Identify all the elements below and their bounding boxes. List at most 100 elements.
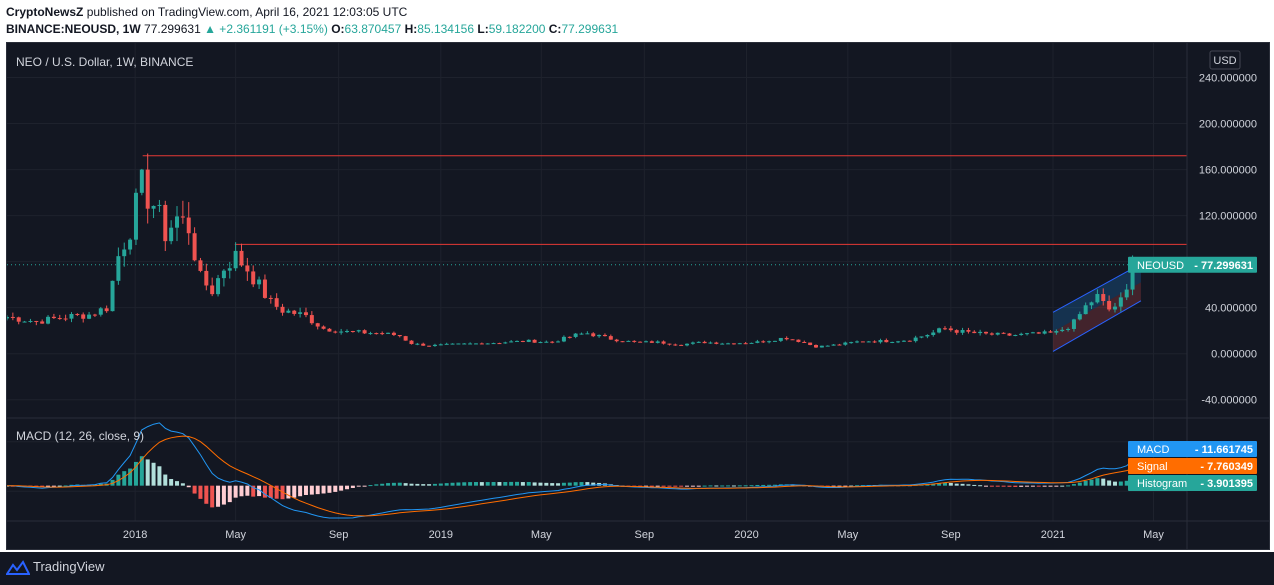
candle-body [151, 205, 156, 209]
candle-body [749, 342, 754, 344]
candle-body [1118, 297, 1123, 307]
histogram-bar [362, 485, 367, 487]
candle-body [1112, 306, 1117, 310]
histogram-bar [1118, 481, 1123, 486]
signal-label-name: Signal [1137, 461, 1168, 473]
candle-body [468, 343, 473, 345]
histogram-bar [954, 483, 959, 486]
candle-body [186, 217, 191, 234]
candle-body [538, 342, 543, 344]
candle-body [63, 318, 68, 320]
ascending-channel[interactable] [1052, 263, 1142, 352]
candle-body [632, 340, 637, 342]
histogram-bar [198, 485, 203, 499]
histogram-bar [1089, 479, 1094, 486]
candle-body [772, 340, 777, 342]
histogram-bar [51, 485, 56, 487]
histogram-bar [298, 485, 303, 497]
candle-body [790, 339, 795, 341]
tradingview-logo-icon[interactable] [6, 560, 30, 576]
open-label: O: [331, 22, 345, 36]
histogram-bar [292, 485, 297, 498]
histogram-bar [538, 482, 543, 486]
histogram-bar [345, 485, 350, 490]
histogram-bar [286, 485, 291, 499]
candle-body [116, 256, 121, 281]
candle-body [714, 342, 719, 344]
candle-body [16, 317, 21, 322]
axes: 240.000000 200.000000 160.000000 120.000000… [7, 43, 1269, 549]
candle-body [204, 270, 209, 286]
histogram-bar [755, 484, 760, 486]
histogram-bar [169, 478, 174, 486]
candle-body [925, 334, 930, 337]
candle-body [128, 239, 133, 250]
brand-name[interactable]: TradingView [33, 559, 105, 574]
histogram-bar [421, 484, 426, 486]
candle-body [1007, 333, 1012, 336]
histogram-bar [227, 485, 232, 503]
candle-body [726, 343, 731, 345]
signal-label-bg [1128, 458, 1257, 474]
candle-body [661, 341, 666, 344]
histogram-bar [1048, 485, 1053, 487]
candle-body [350, 331, 355, 333]
histogram-bar [737, 485, 742, 487]
candle-body [198, 260, 203, 271]
candle-body [40, 321, 45, 324]
candle-body [1101, 294, 1106, 301]
candle-body [685, 343, 690, 346]
histogram-bar [984, 485, 989, 487]
candle-body [362, 330, 367, 334]
histogram-bar [409, 483, 414, 486]
histogram-bar [427, 484, 432, 486]
histogram-bar [972, 484, 977, 486]
candle-body [81, 314, 86, 319]
author-name[interactable]: CryptoNewsZ [6, 5, 84, 19]
publish-info: published on TradingView.com, April 16, … [86, 5, 408, 19]
candle-body [274, 298, 279, 307]
candle-body [380, 333, 385, 335]
histogram-bar [573, 482, 578, 486]
candle-body [731, 343, 736, 345]
histogram-bar [1054, 485, 1059, 487]
candle-body [87, 314, 92, 319]
candle-body [860, 341, 865, 343]
candle-body [602, 334, 607, 337]
histogram-bar [726, 485, 731, 487]
candle-body [479, 343, 484, 345]
candle-body [427, 345, 432, 347]
signal-label: Signal - 7.760349 [1128, 458, 1257, 474]
candle-body [872, 341, 877, 343]
price-label-name: NEOUSD [1137, 260, 1184, 272]
histogram-bar [1007, 485, 1012, 487]
price-label-bg [1128, 256, 1257, 273]
x-tick-label: 2021 [1041, 529, 1065, 541]
histogram-bar [1001, 485, 1006, 487]
chart-panel[interactable]: 240.000000 200.000000 160.000000 120.000000… [6, 42, 1270, 550]
x-tick-label: Sep [329, 529, 349, 541]
candle-body [10, 316, 15, 318]
histogram-bar [397, 482, 402, 486]
histogram-bar [327, 485, 332, 493]
candle-body [503, 342, 508, 344]
candle-body [356, 330, 361, 332]
histogram-bar [221, 485, 226, 505]
resistance-levels[interactable] [7, 155, 1187, 266]
histogram-bar [561, 482, 566, 486]
histogram-bar [1042, 485, 1047, 487]
histogram-bar [63, 485, 68, 487]
candle-body [157, 204, 162, 206]
candle-body [989, 333, 994, 335]
close-value: 77.299631 [561, 22, 619, 36]
candle-body [51, 316, 56, 319]
currency-button[interactable] [1209, 50, 1241, 70]
candle-body [831, 344, 836, 346]
chart-canvas[interactable]: 240.000000 200.000000 160.000000 120.000000… [7, 43, 1269, 549]
histogram-bar [948, 482, 953, 486]
macd-title: MACD (12, 26, close, 9) [16, 429, 144, 443]
candle-body [515, 340, 520, 342]
histogram-bar [831, 485, 836, 487]
candle-body [667, 343, 672, 345]
histogram-bar [380, 483, 385, 486]
